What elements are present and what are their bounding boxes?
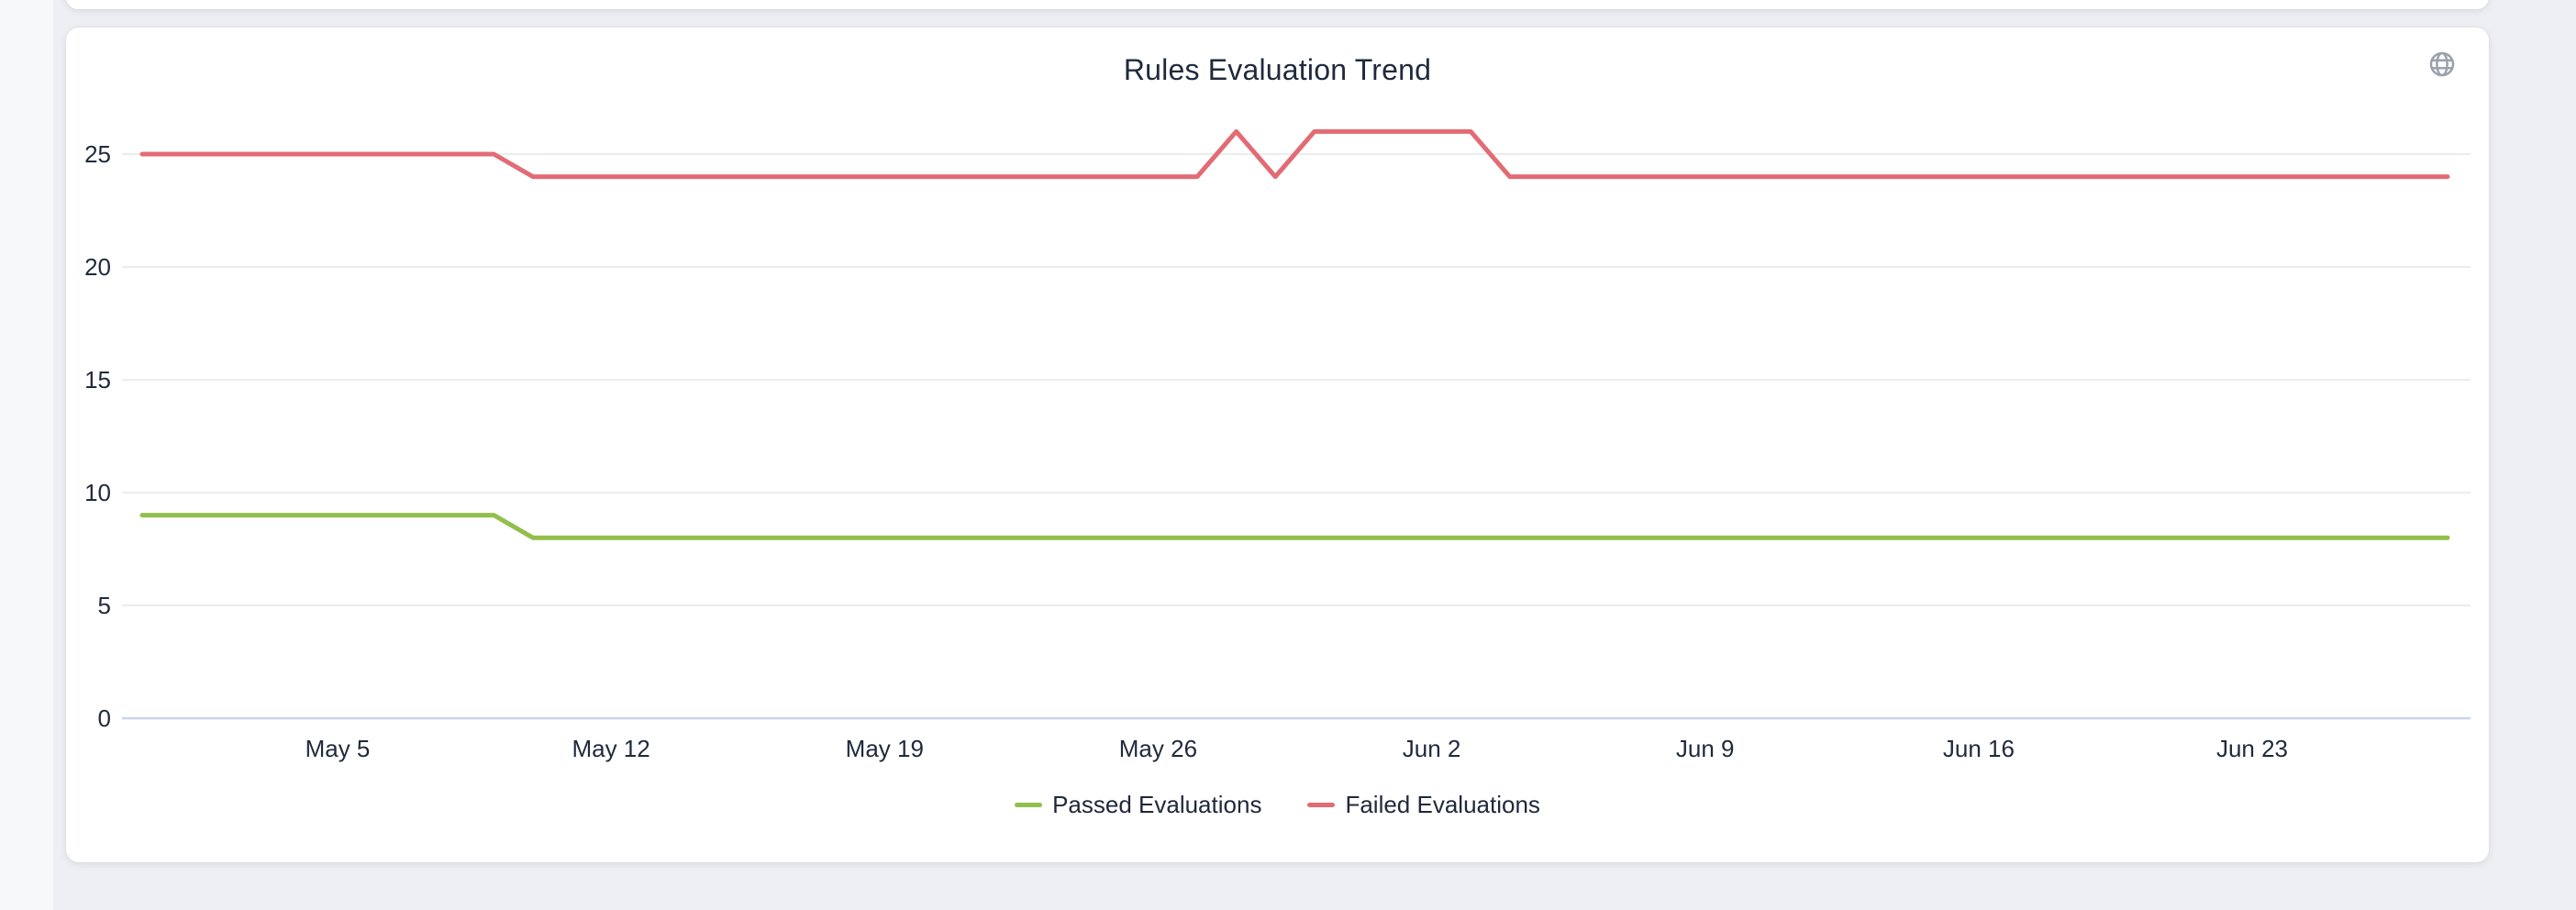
x-axis-tick-label: May 5 <box>305 735 371 762</box>
x-axis-tick-label: May 19 <box>846 735 924 762</box>
y-axis-tick-label: 15 <box>84 366 111 394</box>
y-axis-tick-label: 25 <box>84 140 111 168</box>
rules-evaluation-trend-card: Rules Evaluation Trend 0 5 10 15 20 25 May 5 Ma… <box>66 28 2489 862</box>
y-axis-tick-label: 20 <box>84 253 111 281</box>
legend-dash-icon <box>1015 803 1043 807</box>
legend-dash-icon <box>1307 803 1336 807</box>
legend-item-passed-evaluations[interactable]: Passed Evaluations <box>1015 791 1261 819</box>
x-axis-tick-label: May 26 <box>1119 735 1197 762</box>
page-left-gutter <box>0 0 53 910</box>
x-axis-tick-label: Jun 9 <box>1676 735 1735 762</box>
legend-label: Passed Evaluations <box>1052 791 1262 818</box>
x-axis-tick-label: Jun 2 <box>1403 735 1461 762</box>
globe-icon[interactable] <box>2426 48 2459 81</box>
chart-canvas[interactable]: 0 5 10 15 20 25 May 5 May 12 May 19 May 26 Jun 2 Ju… <box>66 28 2489 862</box>
chart-title: Rules Evaluation Trend <box>1123 53 1432 86</box>
previous-card-bottom-edge <box>66 0 2489 9</box>
legend-label: Failed Evaluations <box>1345 791 1540 818</box>
y-axis-tick-label: 0 <box>98 705 111 732</box>
y-axis-tick-label: 5 <box>98 592 111 619</box>
x-axis-tick-label: Jun 23 <box>2216 735 2288 762</box>
series-line-failed-evaluations <box>139 128 2450 180</box>
x-axis-tick-label: May 12 <box>572 735 650 762</box>
globe-icon-glyph <box>2429 51 2455 77</box>
x-axis-tick-label: Jun 16 <box>1943 735 2015 762</box>
legend-item-failed-evaluations[interactable]: Failed Evaluations <box>1307 791 1540 819</box>
chart-legend: Passed Evaluations Failed Evaluations <box>66 791 2489 819</box>
series-line-passed-evaluations <box>139 513 2450 540</box>
y-axis-tick-label: 10 <box>84 479 111 506</box>
